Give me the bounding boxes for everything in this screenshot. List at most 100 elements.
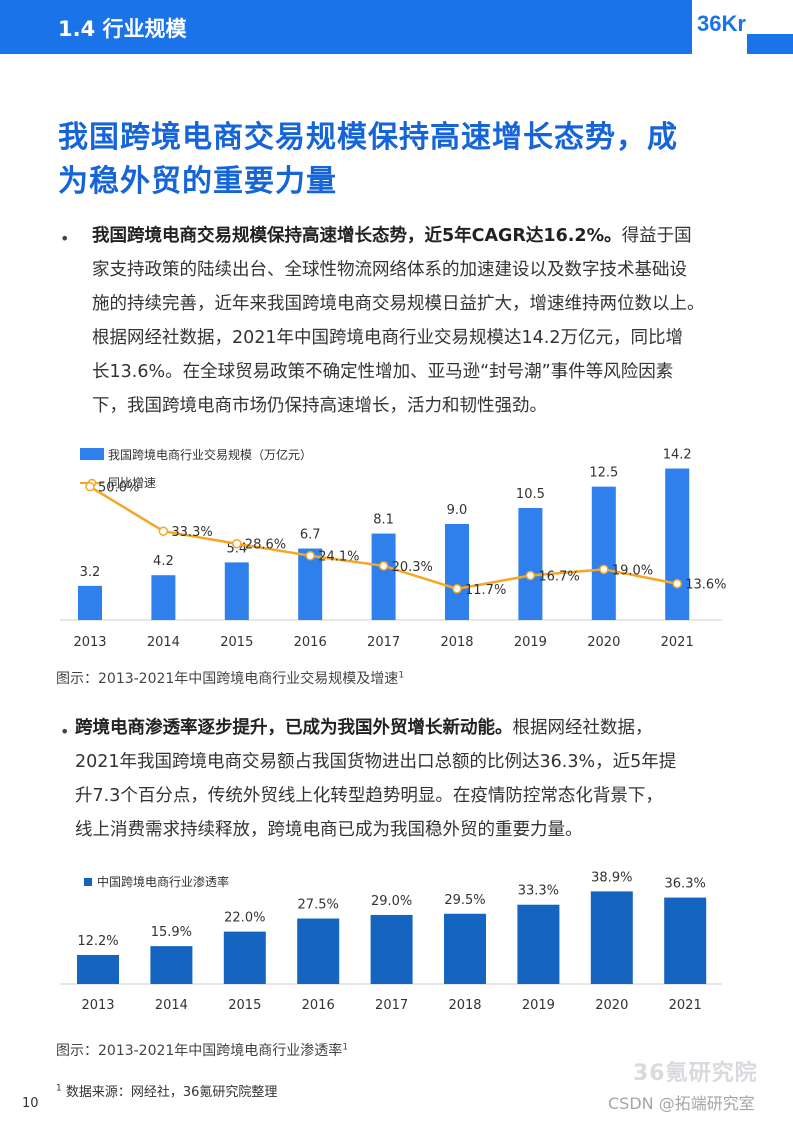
growth-label: 16.7% [538,569,579,584]
header-bar [0,0,692,54]
watermark-brand: 36氪研究院 [633,1061,758,1086]
paragraph-line: 下，我国跨境电商市场仍保持高速增长，活力和韧性强劲。 [92,396,547,416]
growth-label: 24.1% [318,550,359,565]
bullet-marker: • [60,229,70,248]
growth-point [672,578,682,589]
page-title: 我国跨境电商交易规模保持高速增长态势，成 为稳外贸的重要力量 [58,116,758,204]
bar-volume-label: 12.5 [589,466,618,481]
x-tick-label: 2021 [661,635,694,650]
paragraph-line: 长13.6%。在全球贸易政策不确定性增加、亚马逊“封号潮”事件等风险因素 [92,362,674,382]
legend-label-line: 同比增速 [108,476,156,490]
x-tick-label: 2019 [514,635,547,650]
chart2-caption: 图示：2013-2021年中国跨境电商行业渗透率1 [56,1042,349,1059]
paragraph-line: 升7.3个百分点，传统外贸线上化转型趋势明显。在疫情防控常态化背景下， [75,786,663,806]
bar-penetration-label: 15.9% [151,925,192,940]
chart-penetration-rate: 中国跨境电商行业渗透率 12.2% 2013 15.9% 2014 22.0% 2015 27… [60,870,722,1013]
growth-label: 20.3% [392,560,433,575]
chart1-caption: 图示：2013-2021年中国跨境电商行业交易规模及增速1 [56,670,405,687]
bar-volume [371,533,396,620]
legend-label-bar: 中国跨境电商行业渗透率 [97,874,229,889]
section-label: 1.4 行业规模 [58,17,187,41]
x-tick-label: 2021 [669,998,702,1013]
bar-volume [591,486,616,620]
x-tick-label: 2017 [375,998,408,1013]
paragraph-line: 施的持续完善，近年来我国跨境电商交易规模日益扩大，增速维持两位数以上。 [92,294,705,314]
footnote: 1 数据来源：网经社，36氪研究院整理 [56,1083,278,1100]
watermark-csdn: CSDN @拓端研究室 [608,1094,755,1113]
x-tick-label: 2015 [228,998,261,1013]
x-tick-label: 2020 [595,998,628,1013]
bar-penetration [297,918,340,984]
x-tick-label: 2020 [587,635,620,650]
paragraph-penetration: 跨境电商渗透率逐步提升，已成为我国外贸增长新动能。根据网经社数据， 2021年我… [75,711,745,847]
bar-volume [151,575,176,620]
paragraph-line: 得益于国 [621,226,692,246]
logo-icon: 36Kr [697,11,793,54]
bar-volume [78,585,102,620]
bar-penetration-label: 36.3% [665,877,706,892]
bar-penetration-label: 33.3% [518,884,559,899]
bar-penetration-label: 29.0% [371,894,412,909]
bar-volume [445,524,469,620]
growth-point [378,561,389,571]
growth-label: 50.0% [98,481,139,496]
bar-penetration [370,914,413,984]
logo-mark [747,34,793,54]
bar-penetration [444,913,486,984]
bar-volume [224,562,249,620]
bullet-marker: • [60,722,70,741]
growth-point [452,584,462,594]
growth-label: 13.6% [685,578,726,593]
bar-penetration [150,946,193,984]
growth-label: 28.6% [245,538,286,553]
page-number: 10 [22,1096,39,1111]
bar-volume [518,508,543,620]
x-tick-label: 2015 [220,635,253,650]
x-tick-label: 2013 [81,998,114,1013]
growth-point [158,526,169,536]
paragraph-line: 线上消费需求持续释放，跨境电商已成为我国稳外贸的重要力量。 [75,820,583,840]
bar-volume-label: 3.2 [80,565,101,580]
growth-label: 11.7% [465,583,506,598]
paragraph-lead: 跨境电商渗透率逐步提升，已成为我国外贸增长新动能。 [75,718,513,738]
paragraph-line: 2021年我国跨境电商交易额占我国货物进出口总额的比例达36.3%，近5年提 [75,752,677,772]
growth-point [525,570,536,581]
legend-label-bar: 我国跨境电商行业交易规模（万亿元） [108,447,312,462]
bar-volume-label: 14.2 [663,448,692,463]
paragraph-line: 根据网经社数据，2021年中国跨境电商行业交易规模达14.2万亿元，同比增 [92,328,683,348]
logo-text: 36Kr [697,11,746,36]
bar-penetration [517,904,560,984]
bar-penetration [664,897,707,984]
bar-volume [665,468,690,620]
x-tick-label: 2013 [73,635,106,650]
x-tick-label: 2016 [302,998,335,1013]
page-title-line1: 我国跨境电商交易规模保持高速增长态势，成 [58,120,678,155]
growth-label: 33.3% [171,525,212,540]
growth-point [85,481,95,492]
x-tick-label: 2018 [448,998,481,1013]
x-tick-label: 2016 [294,635,327,650]
logo: 36Kr [695,4,793,54]
x-tick-label: 2014 [147,635,180,650]
bar-volume-label: 8.1 [373,513,394,528]
legend-swatch-bar [84,878,92,886]
bar-penetration-label: 12.2% [77,934,118,949]
paragraph-scale: 我国跨境电商交易规模保持高速增长态势，近5年CAGR达16.2%。得益于国 家支… [92,219,744,423]
growth-point [305,550,315,561]
bar-penetration-label: 29.5% [444,893,485,908]
bar-penetration [77,954,119,984]
paragraph-line: 家支持政策的陆续出台、全球性物流网络体系的加速建设以及数字技术基础设 [92,260,687,280]
chart-transaction-scale: 我国跨境电商行业交易规模（万亿元）同比增速3.220134.220145.420… [60,447,727,650]
paragraph-lead: 我国跨境电商交易规模保持高速增长态势，近5年CAGR达16.2%。 [92,226,622,246]
bar-volume-label: 4.2 [153,554,174,569]
bar-volume-label: 6.7 [300,528,321,543]
bar-penetration [223,931,266,984]
x-tick-label: 2017 [367,635,400,650]
bar-penetration-label: 27.5% [298,898,339,913]
bar-penetration-label: 22.0% [224,911,265,926]
bar-penetration-label: 38.9% [591,870,632,885]
x-tick-label: 2018 [440,635,473,650]
x-tick-label: 2019 [522,998,555,1013]
growth-point [232,538,242,549]
growth-label: 19.0% [612,563,653,578]
